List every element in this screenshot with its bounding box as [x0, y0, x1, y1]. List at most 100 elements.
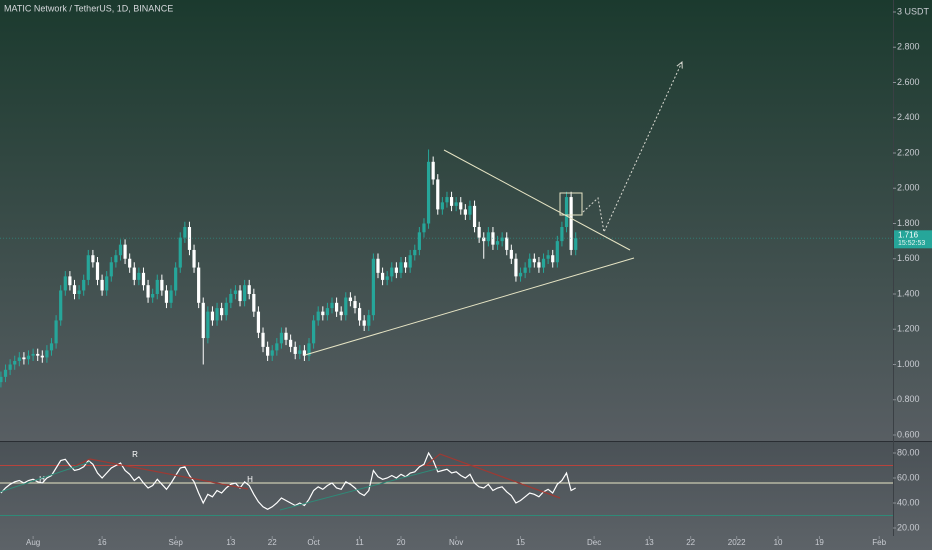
highlight-box	[559, 192, 583, 216]
trendline-upper	[443, 149, 631, 251]
candle-body	[178, 237, 182, 268]
candle-body	[45, 350, 49, 358]
candle-body	[426, 161, 431, 224]
candle-body	[146, 285, 150, 298]
x-tick-label: 22	[686, 538, 695, 547]
trendline-lower	[304, 257, 635, 356]
last-price-box	[894, 230, 932, 249]
x-tick-label: Oct	[307, 538, 320, 547]
candle-body	[160, 279, 164, 291]
candle-body	[31, 353, 35, 356]
candle-body	[514, 258, 518, 277]
y-tick-label: 2.400	[897, 112, 920, 122]
candle-body	[68, 276, 72, 286]
candle-body	[270, 350, 274, 356]
rsi-pivot-label: H	[39, 475, 45, 484]
candle-body	[40, 355, 44, 358]
candle-body	[82, 279, 86, 291]
last-price-label: 1.716	[898, 230, 919, 239]
candle-body	[449, 197, 454, 206]
candle-body	[109, 262, 113, 277]
candle-body	[385, 276, 389, 280]
candle-body	[417, 232, 421, 250]
candle-body	[551, 255, 555, 263]
candle-body	[574, 238, 578, 250]
candle-body	[569, 197, 573, 250]
candle-body	[164, 290, 169, 303]
x-tick-label: Dec	[587, 538, 601, 547]
candle-body	[408, 255, 412, 268]
y-tick-label: 1.400	[897, 288, 920, 298]
candle-body	[72, 285, 77, 294]
candle-body	[546, 255, 550, 259]
candle-body	[59, 290, 63, 321]
candle-body	[348, 297, 352, 302]
candle-body	[192, 249, 196, 268]
candle-body	[390, 267, 394, 277]
candle-body	[137, 272, 141, 280]
candle-body	[128, 258, 132, 268]
y-tick-label: 1.800	[897, 218, 920, 228]
candle-body	[233, 290, 238, 294]
projection-arrow	[582, 62, 682, 234]
x-tick-label: 15	[516, 538, 525, 547]
rsi-trendline	[0, 461, 91, 493]
candle-body	[555, 241, 559, 263]
candle-body	[284, 332, 288, 340]
candle-body	[454, 202, 458, 206]
candle-body	[344, 297, 348, 316]
candle-body	[141, 272, 146, 286]
candle-body	[275, 343, 279, 351]
y-tick-label: 0.600	[897, 429, 920, 439]
rsi-y-tick-label: 20.00	[897, 522, 920, 532]
candle-body	[528, 258, 532, 268]
candle-body	[376, 258, 380, 273]
candle-body	[238, 290, 242, 302]
x-tick-label: 10	[774, 538, 783, 547]
candle-body	[206, 311, 210, 339]
candle-body	[463, 209, 467, 215]
rsi-trendline	[74, 458, 249, 490]
candle-body	[394, 267, 398, 273]
candle-body	[3, 369, 8, 377]
candle-body	[560, 227, 564, 242]
rsi-y-tick-label: 40.00	[897, 497, 920, 507]
candle-body	[532, 258, 536, 263]
candle-body	[100, 279, 104, 291]
candle-body	[201, 302, 205, 339]
candle-body	[509, 249, 513, 259]
rsi-pivot-label: R	[132, 450, 138, 459]
candle-body	[261, 332, 265, 347]
candle-body	[367, 315, 371, 326]
candle-body	[279, 332, 284, 344]
candle-body	[330, 302, 334, 309]
candle-body	[13, 360, 17, 365]
candle-body	[436, 179, 440, 210]
candle-body	[266, 346, 270, 356]
candle-body	[371, 258, 375, 316]
candle-body	[325, 308, 330, 316]
y-tick-label: 1.000	[897, 359, 920, 369]
candle-body	[334, 302, 339, 312]
candle-body	[215, 308, 219, 321]
rsi-trendline	[279, 467, 441, 511]
candle-body	[564, 197, 569, 228]
candle-body	[440, 202, 444, 210]
candle-body	[197, 267, 201, 303]
candle-body	[293, 346, 297, 354]
candle-body	[399, 262, 403, 273]
y-tick-label: 1.200	[897, 324, 920, 334]
countdown-label: 15:52:53	[898, 240, 925, 247]
candle-body	[77, 290, 81, 294]
indicator-pane	[0, 442, 932, 550]
candle-body	[459, 202, 463, 210]
candle-body	[413, 249, 417, 256]
candle-body	[95, 262, 100, 280]
candle-body	[523, 267, 527, 273]
candle-body	[49, 343, 54, 351]
y-tick-label: 2.200	[897, 147, 920, 157]
marks: 3 USDT 2.800 2.600 2.400 2.200 2.000 1.800 1.60…	[0, 6, 932, 547]
candle-body	[505, 237, 509, 250]
candle-body	[22, 357, 26, 360]
